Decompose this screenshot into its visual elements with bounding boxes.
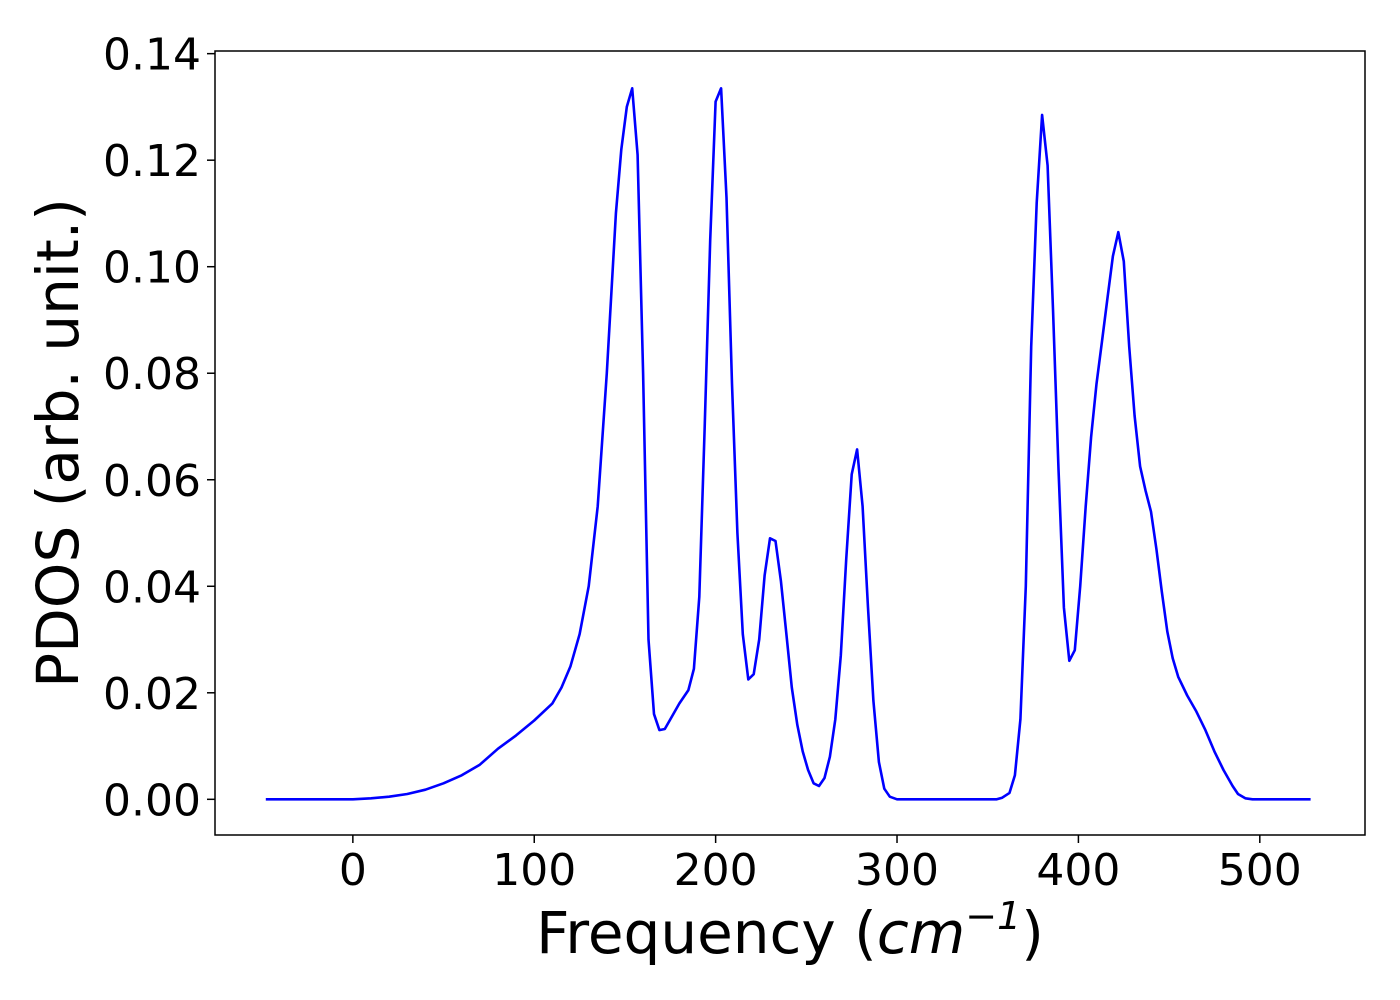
pdos-series-line: [265, 87, 1311, 801]
y-tick-label: 0.00: [103, 775, 201, 826]
x-tick-label: 400: [1036, 845, 1120, 896]
plot-area-frame: [214, 50, 1366, 836]
x-tick-label: 100: [492, 845, 576, 896]
y-tick-label: 0.14: [103, 30, 201, 81]
x-axis: 0 100 200 300 400 500: [339, 835, 1302, 896]
y-tick-label: 0.12: [103, 136, 201, 187]
x-tick-label: 0: [339, 845, 367, 896]
y-tick-label: 0.10: [103, 243, 201, 294]
x-tick-label: 200: [674, 845, 758, 896]
y-axis-label: PDOS (arb. unit.): [24, 198, 92, 688]
y-tick-label: 0.06: [103, 456, 201, 507]
x-tick-label: 500: [1218, 845, 1302, 896]
y-tick-label: 0.04: [103, 562, 201, 613]
x-axis-label: Frequency (cm−1): [536, 894, 1044, 967]
y-tick-label: 0.02: [103, 669, 201, 720]
y-tick-label: 0.08: [103, 349, 201, 400]
y-axis: 0.00 0.02 0.04 0.06 0.08 0.10 0.12 0.14: [103, 30, 215, 826]
x-tick-label: 300: [855, 845, 939, 896]
